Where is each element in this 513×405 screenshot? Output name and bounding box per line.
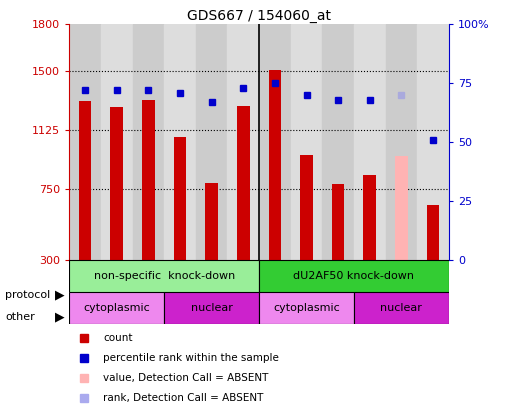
Bar	[395, 156, 408, 260]
Bar	[259, 260, 449, 292]
Text: cytoplasmic: cytoplasmic	[273, 303, 340, 313]
Bar	[259, 292, 354, 324]
Bar	[363, 175, 376, 260]
Text: percentile rank within the sample: percentile rank within the sample	[104, 353, 279, 363]
Bar	[196, 24, 227, 260]
Bar	[132, 24, 164, 260]
Bar	[332, 184, 344, 260]
Bar	[427, 205, 439, 260]
Bar	[69, 292, 164, 324]
Text: ▶: ▶	[55, 310, 65, 323]
Bar	[69, 24, 101, 260]
Bar	[101, 24, 132, 260]
Bar	[173, 137, 186, 260]
Bar	[259, 24, 291, 260]
Bar	[205, 183, 218, 260]
Text: protocol: protocol	[5, 290, 50, 300]
Bar	[386, 24, 417, 260]
Bar	[110, 107, 123, 260]
Bar	[354, 24, 386, 260]
Text: dU2AF50 knock-down: dU2AF50 knock-down	[293, 271, 415, 281]
Text: count: count	[104, 333, 133, 343]
Text: non-specific  knock-down: non-specific knock-down	[93, 271, 235, 281]
Text: cytoplasmic: cytoplasmic	[83, 303, 150, 313]
Bar	[79, 101, 91, 260]
Bar	[237, 106, 249, 260]
Text: other: other	[5, 312, 35, 322]
Bar	[291, 24, 322, 260]
Text: value, Detection Call = ABSENT: value, Detection Call = ABSENT	[104, 373, 269, 383]
Bar	[269, 70, 281, 260]
Title: GDS667 / 154060_at: GDS667 / 154060_at	[187, 9, 331, 23]
Bar	[164, 292, 259, 324]
Bar	[164, 24, 196, 260]
Bar	[322, 24, 354, 260]
Bar	[300, 155, 313, 260]
Bar	[142, 100, 155, 260]
Bar	[354, 292, 449, 324]
Bar	[417, 24, 449, 260]
Bar	[69, 260, 259, 292]
Text: ▶: ▶	[55, 288, 65, 301]
Text: nuclear: nuclear	[381, 303, 422, 313]
Bar	[227, 24, 259, 260]
Text: nuclear: nuclear	[191, 303, 232, 313]
Text: rank, Detection Call = ABSENT: rank, Detection Call = ABSENT	[104, 393, 264, 403]
